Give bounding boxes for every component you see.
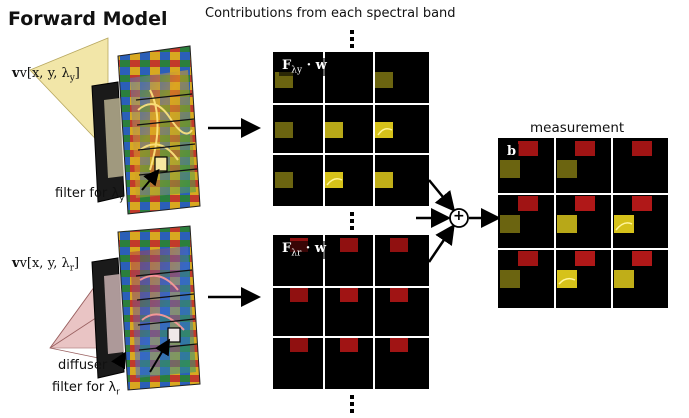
red-optics-group bbox=[49, 225, 201, 391]
v-yellow-label: vv[x, y, λy] bbox=[12, 66, 80, 84]
measurement-label: measurement bbox=[530, 120, 625, 136]
page-title: Forward Model bbox=[8, 8, 168, 30]
figure-subtitle: Contributions from each spectral band bbox=[205, 6, 456, 21]
yellow-filter-pixel bbox=[154, 156, 168, 172]
arrow-yellow-to-sum bbox=[428, 179, 456, 212]
diffuser-label: diffuser bbox=[58, 358, 108, 373]
red-filter-pixel bbox=[167, 327, 181, 343]
measurement-panel bbox=[498, 138, 668, 308]
yellow-optics-group bbox=[29, 37, 201, 215]
arrow-red-to-sum bbox=[427, 223, 455, 263]
diffuser-pointer bbox=[111, 351, 126, 370]
filter-yellow-label: filter for λy bbox=[55, 186, 125, 204]
red-filter-pointer bbox=[149, 338, 171, 373]
red-contribution-panel bbox=[273, 235, 429, 389]
yellow-diffuser-texture bbox=[104, 98, 124, 178]
red-panel-tag: Fλr · w bbox=[279, 241, 330, 259]
measurement-tag: b bbox=[504, 144, 520, 159]
red-caustic-pattern bbox=[130, 246, 196, 378]
yellow-filter-pointer bbox=[141, 168, 160, 191]
plus-sign: + bbox=[453, 208, 465, 224]
sum-circle bbox=[449, 208, 469, 228]
yellow-contribution-panel bbox=[273, 52, 429, 206]
ellipsis-top bbox=[350, 30, 354, 48]
red-diffuser-texture bbox=[104, 274, 124, 354]
ellipsis-bottom bbox=[350, 395, 354, 413]
yellow-caustic-pattern bbox=[130, 70, 196, 198]
yellow-panel-tag: Fλy · w bbox=[279, 58, 330, 76]
filter-red-label: filter for λr bbox=[52, 380, 120, 398]
v-red-label: vv[x, y, λr] bbox=[12, 256, 80, 274]
ellipsis-middle bbox=[350, 212, 354, 230]
